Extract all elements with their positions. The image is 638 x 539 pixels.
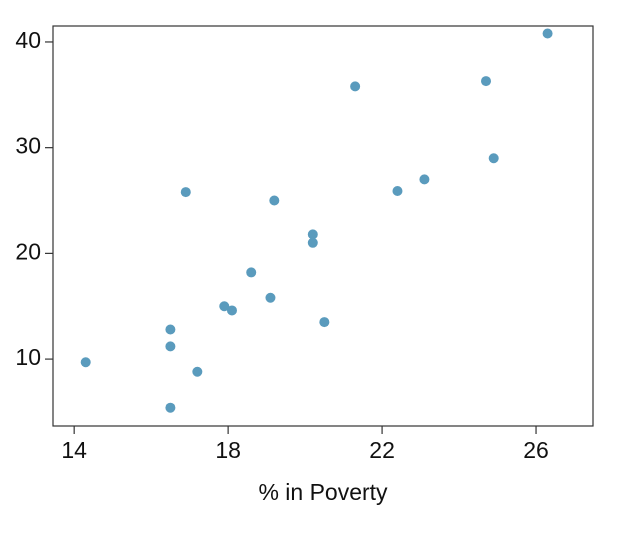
point (269, 195, 280, 206)
point (165, 341, 176, 352)
point (219, 301, 230, 312)
point (246, 267, 257, 278)
point (226, 305, 237, 316)
x-tick-label: 14 (61, 437, 87, 463)
point (307, 229, 318, 240)
point (165, 402, 176, 413)
point (419, 174, 430, 185)
y-tick-label: 20 (15, 238, 41, 264)
plot-frame (52, 25, 594, 427)
x-tick-label: 22 (369, 437, 395, 463)
x-tick-label: 26 (523, 437, 549, 463)
point (392, 186, 403, 197)
point (481, 76, 492, 87)
y-tick-label: 40 (15, 27, 41, 53)
y-tick-label: 30 (15, 133, 41, 159)
point (165, 324, 176, 335)
point (319, 317, 330, 328)
point (542, 28, 553, 39)
y-tick-label: 10 (15, 344, 41, 370)
point (488, 153, 499, 164)
point (180, 187, 191, 198)
point (80, 357, 91, 368)
x-tick-label: 18 (215, 437, 241, 463)
point (265, 292, 276, 303)
point (350, 81, 361, 92)
point (192, 366, 203, 377)
x-axis-label: % in Poverty (258, 479, 388, 505)
point (307, 237, 318, 248)
